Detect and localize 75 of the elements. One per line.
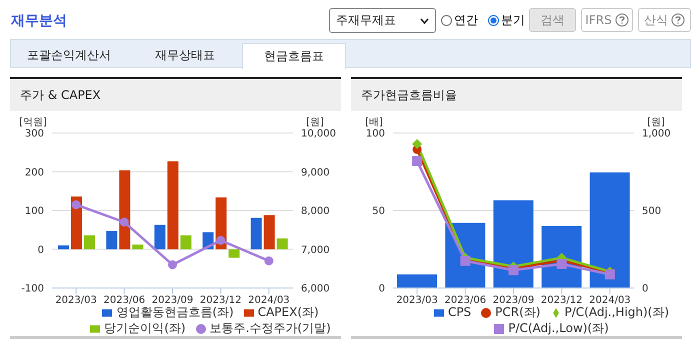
y-tick-label: 100 xyxy=(366,128,385,140)
chart-title: 주가현금흐름비율 xyxy=(351,79,682,111)
bar xyxy=(154,224,166,250)
y2-tick-label: 1,000 xyxy=(642,128,671,140)
point xyxy=(216,236,226,245)
point xyxy=(508,265,518,276)
legend-label: P/C(Adj.,Low)(좌) xyxy=(508,321,609,335)
legend-label: 당기순이익(좌) xyxy=(104,321,186,335)
bar xyxy=(250,218,262,250)
legend-label: CPS xyxy=(448,305,472,319)
chart-title: 주가 & CAPEX xyxy=(10,79,341,111)
text: 분기 xyxy=(501,12,525,29)
x-tick-label: 2023/03 xyxy=(55,295,97,306)
y2-axis-title: [원] xyxy=(647,117,665,128)
point xyxy=(264,256,274,266)
x-tick-label: 2023/03 xyxy=(396,295,438,306)
x-tick-label: 2023/09 xyxy=(152,295,194,306)
legend-label: 보통주.수정주가(기말) xyxy=(210,321,331,335)
text: 연간 xyxy=(454,12,478,29)
point xyxy=(168,260,177,270)
y-tick-label: 50 xyxy=(372,206,385,218)
y-axis-title: [억원] xyxy=(19,117,47,128)
y2-tick-label: 500 xyxy=(642,206,662,218)
bar xyxy=(264,215,275,250)
x-tick-label: 2023/09 xyxy=(492,295,534,306)
point xyxy=(412,139,422,150)
text: 검색 xyxy=(529,8,576,32)
y2-tick-label: 10,000 xyxy=(301,128,336,140)
y-tick-label: -100 xyxy=(21,284,44,295)
bar xyxy=(180,235,192,250)
point xyxy=(120,218,129,227)
bar xyxy=(119,170,130,250)
text: 포괄손익계산서 xyxy=(26,46,112,64)
y2-axis-title: [원] xyxy=(306,117,324,128)
bar xyxy=(590,172,630,288)
x-tick-label: 2024/03 xyxy=(589,295,631,306)
legend-label: CAPEX(좌) xyxy=(258,305,319,319)
legend-label: 영업활동현금흐름(좌) xyxy=(116,305,234,319)
x-tick-label: 2023/12 xyxy=(200,295,242,306)
y-tick-label: 0 xyxy=(378,284,385,295)
y2-tick-label: 0 xyxy=(642,284,648,295)
text: 재무상태표 xyxy=(154,46,216,64)
point xyxy=(72,200,81,210)
point xyxy=(556,258,567,269)
y2-tick-label: 6,000 xyxy=(301,284,330,295)
x-tick-label: 2023/06 xyxy=(104,295,146,306)
point xyxy=(412,156,422,166)
bar xyxy=(397,274,437,288)
y2-tick-label: 7,000 xyxy=(301,244,330,256)
text: 현금흐름표 xyxy=(242,43,346,69)
y2-tick-label: 9,000 xyxy=(301,167,330,178)
point xyxy=(604,269,615,280)
x-tick-label: 2024/03 xyxy=(248,295,290,306)
y-tick-label: 200 xyxy=(24,167,44,178)
legend-label: PCR(좌) xyxy=(495,305,540,319)
y-tick-label: 300 xyxy=(24,128,44,140)
text: 산식 xyxy=(644,12,668,28)
y2-tick-label: 8,000 xyxy=(301,206,330,218)
text: IFRS xyxy=(585,13,612,27)
bar xyxy=(228,249,240,258)
bar xyxy=(58,245,69,250)
text: 주재무제표 xyxy=(336,12,396,29)
y-tick-label: 0 xyxy=(38,244,44,256)
bar xyxy=(106,231,118,250)
y-tick-label: 100 xyxy=(24,206,44,218)
bar xyxy=(276,238,288,250)
bar xyxy=(84,235,95,250)
legend-label: P/C(Adj.,High)(좌) xyxy=(564,305,670,319)
bar xyxy=(167,161,178,250)
x-tick-label: 2023/06 xyxy=(444,295,486,306)
text: 재무분석 xyxy=(11,12,67,30)
x-tick-label: 2023/12 xyxy=(540,295,582,306)
y-axis-title: [배] xyxy=(365,117,383,128)
bar xyxy=(132,244,144,250)
bar xyxy=(493,200,534,288)
